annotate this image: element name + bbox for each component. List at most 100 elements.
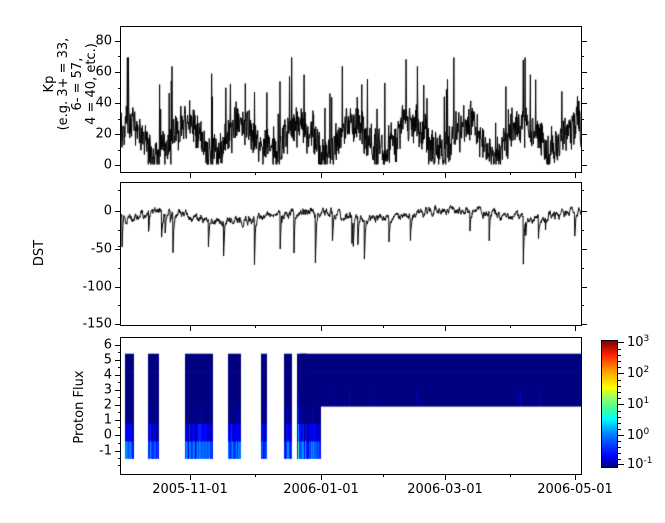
kp-yticklabel-80: 80 [95,33,112,49]
dst-ytick-right-0 [581,211,587,212]
kp-yticklabel-20: 20 [95,126,112,142]
pf-ytick-4 [115,375,121,376]
kp-xtick-minor-2 [383,172,384,175]
xticklabel-2006-01-01: 2006-01-01 [283,482,359,497]
dst-ytick-right-minor-1 [581,190,584,191]
cb-tick-minor-16 [618,459,621,460]
xticklabel-2006-03-01: 2006-03-01 [407,482,483,497]
dst-yticklabel-m150: -150 [82,316,112,332]
kp-yticklabel-60: 60 [95,64,112,80]
kp-ytick-minor-10 [118,150,121,151]
pf-ytick-minor-5 [118,412,121,413]
kp-ytick-right-20 [581,134,587,135]
pf-xtick-2006-01-01 [321,474,322,480]
kp-ytick-40 [115,103,121,104]
dst-xtick-minor-1 [255,325,256,328]
cb-tick-minor-1 [618,349,621,350]
dst-ytick-minor-m25 [118,246,121,247]
kp-ytick-0 [115,165,121,166]
pf-xtick-2006-05-01 [575,474,576,480]
cb-label-1em1: 10-1 [627,456,653,473]
cb-tick-minor-13 [618,441,621,442]
cb-tick-minor-8 [618,398,621,399]
kp-ytick-right-minor-70 [581,56,584,57]
kp-xtick-minor-3 [510,172,511,175]
dst-ytick-right-m50 [581,249,587,250]
kp-ytick-right-0 [581,165,587,166]
pf-ytick-minor-9 [118,465,121,466]
kp-ytick-right-minor-30 [581,119,584,120]
dst-xtick-2005-11-01 [190,325,191,331]
kp-axis-title-line-3: 6- = 57, [70,57,85,111]
dst-ytick-minor-25 [118,190,121,191]
dst-xtick-minor-3 [510,325,511,328]
pf-ytick-minor-2 [118,367,121,368]
pf-ytick-6 [115,345,121,346]
dst-ytick-m150 [115,324,121,325]
kp-xtick-2006-05-01 [575,172,576,178]
cb-tick-minor-6 [618,386,621,387]
dst-panel: 0 -50 -100 -150 [82,182,587,331]
pf-yticklabel-1: 1 [103,412,112,428]
cb-tick-minor-5 [618,380,621,381]
kp-panel: 80 60 40 20 0 [95,26,587,178]
pf-xtick-minor-1 [255,474,256,477]
pf-yticklabel-0: 0 [103,427,112,443]
dst-ytick-m100 [115,287,121,288]
cb-tick-1e1 [618,404,624,405]
cb-label-1e2: 102 [627,364,650,380]
pf-ytick-minor-4 [118,397,121,398]
cb-label-1e1-mantissa: 10 [627,397,644,413]
dst-yticklabel-m100: -100 [82,279,112,295]
cb-tick-1e3 [618,342,624,343]
kp-ytick-minor-30 [118,119,121,120]
pf-yticklabel-2: 2 [103,397,112,413]
kp-ytick-right-60 [581,72,587,73]
pf-yticklabel-4: 4 [103,367,112,383]
dst-xtick-2006-01-01 [321,325,322,331]
cb-label-1e1-exp: 1 [643,395,650,406]
pf-ytick-minor-3 [118,382,121,383]
colorbar-ticks: 103 102 101 100 10-1 [618,334,658,473]
cb-label-1e0-mantissa: 10 [627,428,644,444]
cb-tick-minor-12 [618,429,621,430]
dst-series-canvas [121,183,581,325]
cb-tick-minor-9 [618,411,621,412]
cb-label-1e2-exp: 2 [643,364,650,375]
kp-xtick-2005-11-01 [190,172,191,178]
pf-xtick-minor-3 [510,474,511,477]
dst-ytick-minor-a [118,230,121,231]
kp-xtick-2006-01-01 [321,172,322,178]
cb-label-1e1: 101 [627,395,650,413]
proton-flux-panel: 6 5 4 3 2 1 0 -1 2005-11-01 2006-01-01 2… [99,337,613,496]
pf-ytick-1 [115,420,121,421]
pf-xtick-minor-2 [383,474,384,477]
cb-tick-minor-2 [618,355,621,356]
cb-tick-minor-11 [618,423,621,424]
dst-ytick-right-m150 [581,324,587,325]
dst-xtick-minor-2 [383,325,384,328]
pf-ytick-minor-7 [118,443,121,444]
kp-ytick-minor-50 [118,88,121,89]
proton-flux-heatmap-canvas [121,338,581,474]
pf-yticklabel-5: 5 [103,352,112,368]
kp-xtick-2006-03-01 [445,172,446,178]
pf-xtick-2005-11-01 [190,474,191,480]
cb-label-1em1-mantissa: 10 [627,457,644,473]
pf-ytick-5 [115,360,121,361]
cb-tick-minor-4 [618,367,621,368]
kp-ytick-20 [115,134,121,135]
cb-tick-minor-14 [618,447,621,448]
kp-axis-title-line-4: 4 = 40, etc.) [84,43,100,125]
kp-ytick-right-minor-50 [581,88,584,89]
kp-series-canvas [121,27,581,172]
dst-axis-title-text: DST [31,239,47,267]
kp-ytick-right-80 [581,41,587,42]
pf-ytick-3 [115,390,121,391]
cb-label-1e3: 103 [627,334,649,349]
kp-ytick-60 [115,72,121,73]
cb-tick-1em1 [618,464,624,465]
kp-xtick-minor-1 [255,172,256,175]
cb-label-1e0: 100 [627,427,649,444]
